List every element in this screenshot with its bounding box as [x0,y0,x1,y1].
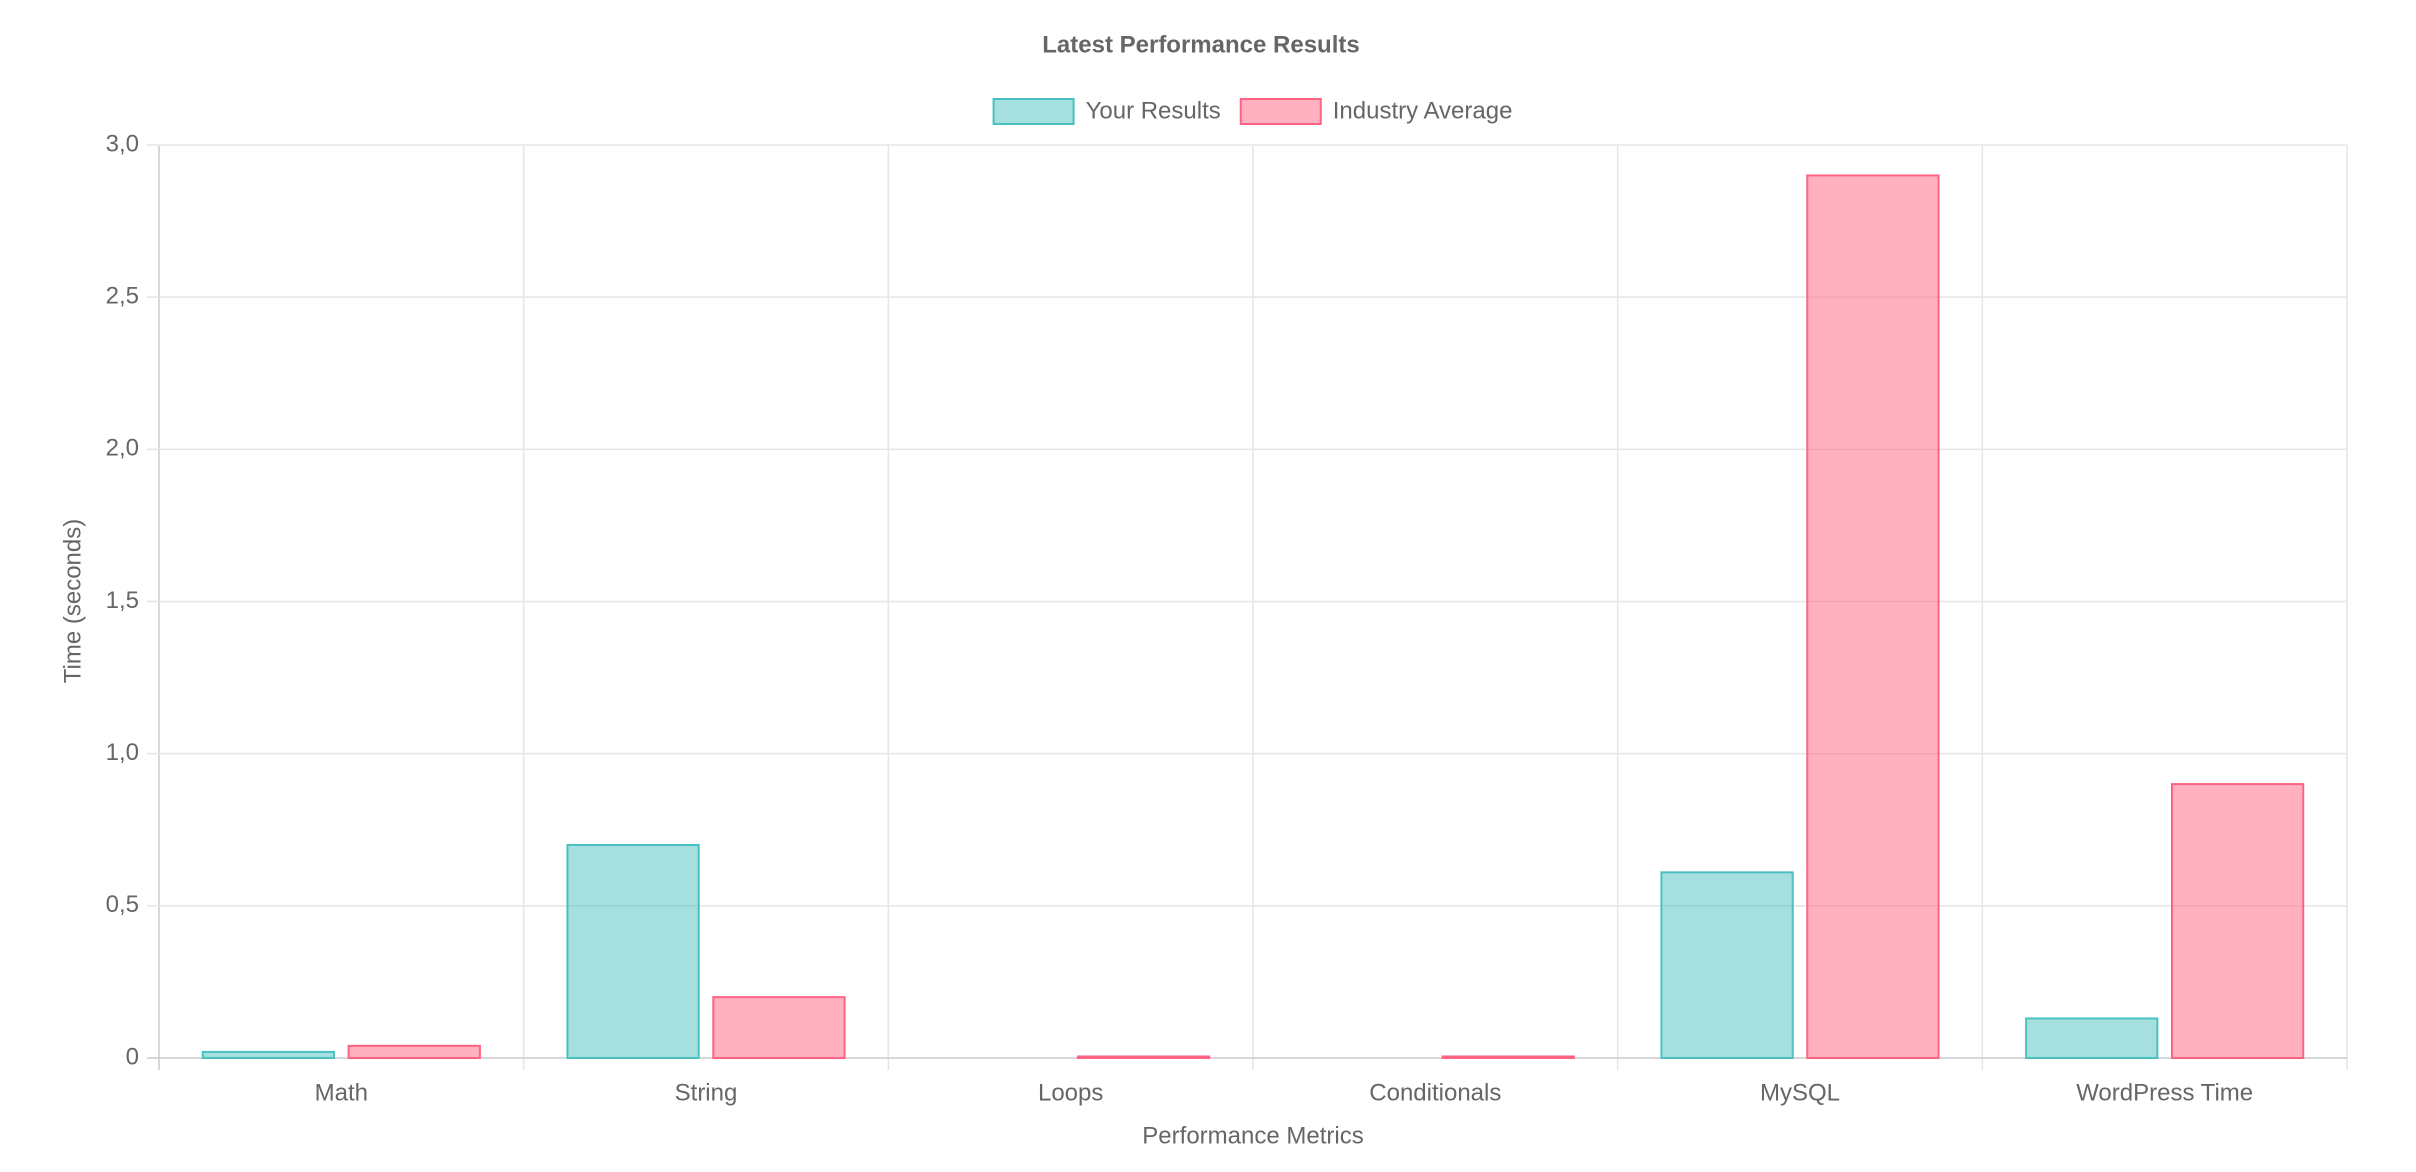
y-tick-label: 0 [126,1043,139,1070]
y-tick-label: 1,5 [106,587,139,614]
y-tick-label: 1,0 [106,739,139,766]
x-tick-label: Math [315,1079,368,1106]
bar [347,1044,481,1059]
y-tick-label: 2,5 [106,283,139,310]
legend-label[interactable]: Industry Average [1333,97,1513,124]
bar [1441,1055,1575,1060]
bar [566,843,700,1060]
x-tick-label: Conditionals [1369,1079,1501,1106]
bar [1076,1055,1211,1060]
legend-swatch[interactable] [1239,98,1322,125]
y-axis-title: Time (seconds) [59,519,86,683]
chart-title: Latest Performance Results [1042,31,1359,58]
y-tick-label: 3,0 [106,130,139,157]
bar [201,1050,336,1059]
bar [1806,174,1940,1059]
x-tick-label: String [675,1079,738,1106]
bar [2025,1017,2159,1059]
x-tick-label: MySQL [1760,1079,1840,1106]
bar [2170,783,2305,1059]
bar [1660,871,1794,1060]
y-tick-label: 2,0 [106,435,139,462]
bar [712,996,846,1060]
x-tick-label: WordPress Time [2076,1079,2253,1106]
x-tick-label: Loops [1038,1079,1103,1106]
legend-label[interactable]: Your Results [1086,97,1221,124]
x-axis-title: Performance Metrics [1142,1122,1363,1149]
y-tick-label: 0,5 [106,891,139,918]
legend-swatch[interactable] [992,98,1075,125]
